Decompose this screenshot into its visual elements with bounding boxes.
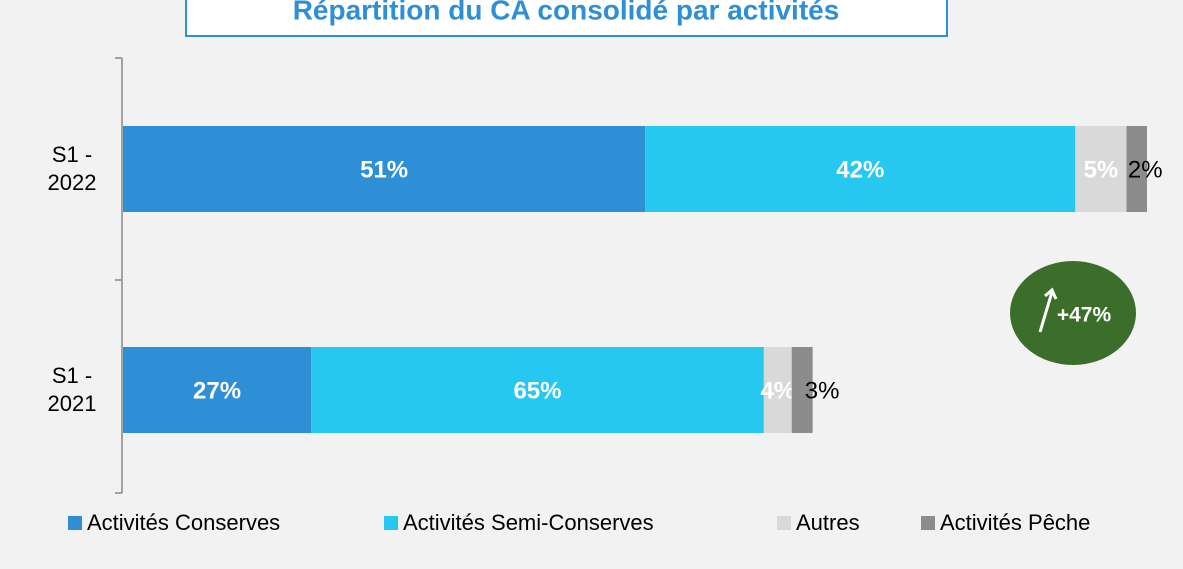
- category-label: S1 - 2022: [47, 142, 97, 195]
- growth-badge: [1010, 261, 1136, 365]
- bar-segment: [123, 126, 646, 212]
- bar-segment: [123, 347, 312, 433]
- bar-segment: [645, 126, 1076, 212]
- data-label: 4%: [760, 377, 795, 404]
- legend-swatch: [777, 516, 791, 530]
- growth-arrow: [1038, 287, 1058, 333]
- title-box: [185, 0, 948, 37]
- bar-segment: [791, 347, 813, 433]
- legend-label: Activités Pêche: [940, 510, 1090, 535]
- data-label: 51%: [360, 156, 408, 183]
- growth-label: +47%: [1057, 304, 1112, 327]
- data-label: 42%: [836, 156, 884, 183]
- legend-label: Activités Semi-Conserves: [403, 510, 654, 535]
- bar-segment: [1126, 126, 1147, 212]
- category-label: S1 - 2021: [47, 363, 97, 416]
- data-label: 27%: [193, 377, 241, 404]
- bar-segment: [311, 347, 764, 433]
- data-label: 2%: [1128, 156, 1163, 183]
- legend-swatch: [921, 516, 935, 530]
- data-label: 3%: [805, 377, 840, 404]
- data-label: 65%: [513, 377, 561, 404]
- legend-swatch: [384, 516, 398, 530]
- legend-label: Autres: [796, 510, 860, 535]
- bar-segment: [1075, 126, 1127, 212]
- legend-label: Activités Conserves: [87, 510, 280, 535]
- bar-segment: [763, 347, 792, 433]
- chart-title: Répartition du CA consolidé par activité…: [293, 0, 840, 25]
- data-label: 5%: [1084, 156, 1119, 183]
- legend-swatch: [68, 516, 82, 530]
